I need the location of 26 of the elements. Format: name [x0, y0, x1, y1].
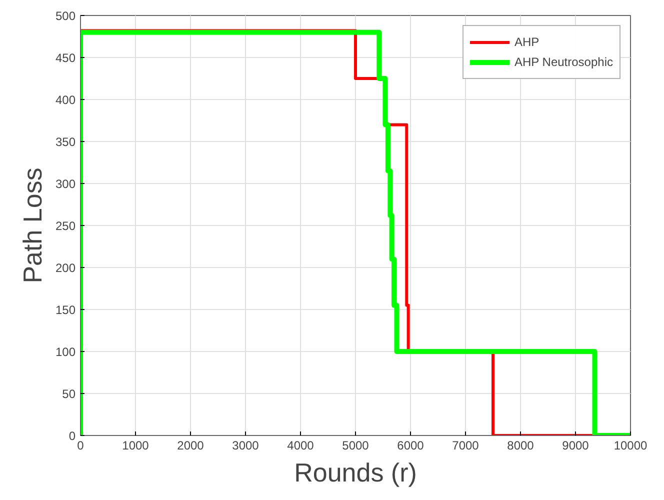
y-tick-label: 150	[55, 303, 76, 317]
y-tick-label: 500	[55, 9, 76, 23]
x-tick-label: 3000	[232, 438, 260, 452]
y-tick-label: 200	[55, 261, 76, 275]
x-tick-label: 6000	[397, 438, 424, 452]
y-tick-label: 100	[55, 345, 76, 359]
x-tick-label: 4000	[287, 438, 314, 452]
x-tick-label: 8000	[507, 438, 534, 452]
y-tick-label: 350	[55, 135, 76, 149]
x-axis-title: Rounds (r)	[294, 458, 417, 488]
y-axis-title: Path Loss	[17, 168, 48, 284]
x-tick-label: 1000	[122, 438, 150, 452]
y-tick-label: 250	[55, 219, 76, 233]
legend-label: AHP Neutrosophic	[514, 55, 613, 69]
x-tick-label: 9000	[562, 438, 590, 452]
y-tick-label: 400	[55, 93, 76, 107]
x-tick-label: 2000	[177, 438, 204, 452]
legend-label: AHP	[514, 35, 540, 49]
x-tick-label: 10000	[614, 438, 648, 452]
x-tick-label: 5000	[342, 438, 370, 452]
y-tick-label: 450	[55, 51, 76, 65]
y-tick-label: 0	[68, 429, 76, 443]
y-tick-label: 50	[62, 387, 76, 401]
x-tick-label: 7000	[452, 438, 480, 452]
y-tick-label: 300	[55, 177, 76, 191]
x-tick-label: 0	[77, 438, 84, 452]
